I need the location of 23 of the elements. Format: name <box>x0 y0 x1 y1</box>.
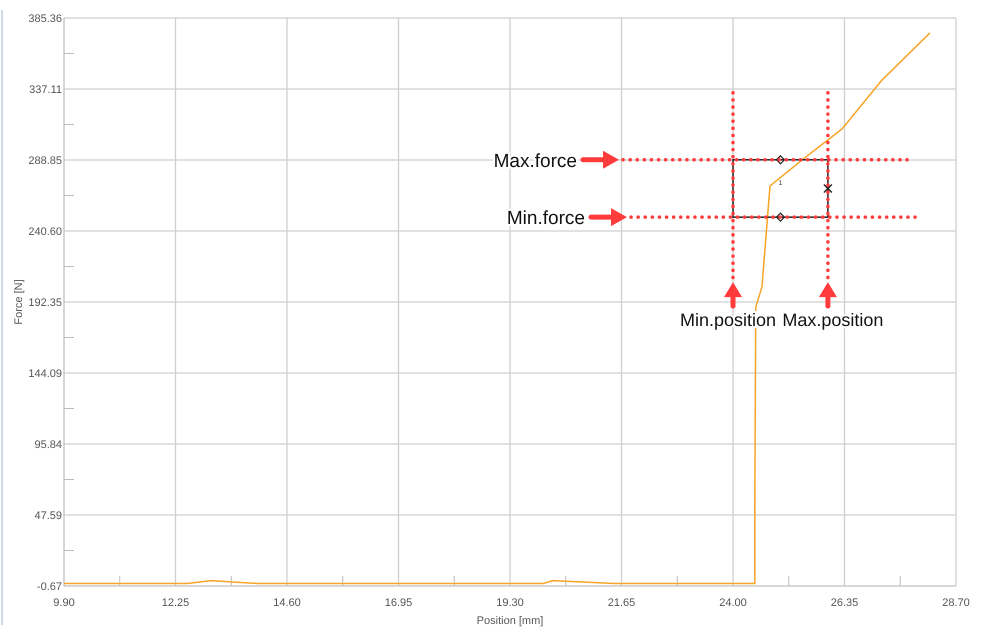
x-tick-label: 12.25 <box>162 597 190 609</box>
x-tick-label: 26.35 <box>830 597 858 609</box>
x-tick-label: 24.00 <box>719 597 747 609</box>
y-tick-label: 95.84 <box>34 438 62 451</box>
y-tick-label: 47.59 <box>34 510 62 522</box>
ref-line-label: Max.force <box>494 150 577 172</box>
x-axis-title: Position [mm] <box>476 615 544 627</box>
y-tick-label: 240.60 <box>28 226 62 238</box>
ref-line-label: Max.position <box>782 310 884 330</box>
y-axis-title: Force [N] <box>13 279 25 325</box>
x-tick-label: 28.70 <box>942 597 970 609</box>
x-tick-label: 14.60 <box>273 597 301 609</box>
x-tick-label: 16.95 <box>384 597 412 609</box>
x-tick-label: 19.30 <box>496 597 524 609</box>
y-tick-label: -0.67 <box>36 581 62 593</box>
y-tick-label: 337.11 <box>29 84 62 96</box>
y-tick-label: 144.09 <box>28 368 62 380</box>
x-tick-label: 21.65 <box>608 597 636 609</box>
y-tick-label: 385.36 <box>28 13 62 25</box>
ref-line-label: Min.force <box>506 208 585 230</box>
x-tick-label: 9.90 <box>53 597 75 609</box>
y-tick-label: 192.35 <box>28 296 62 309</box>
y-tick-label: 288.85 <box>28 155 62 168</box>
